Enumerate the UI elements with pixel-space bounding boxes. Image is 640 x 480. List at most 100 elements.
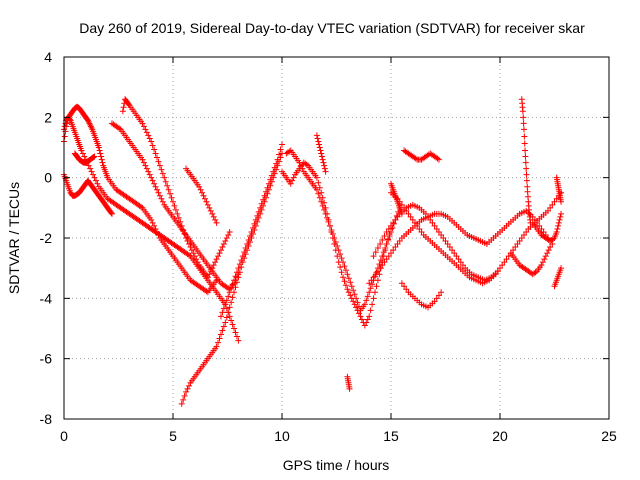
- data-point: [260, 202, 267, 209]
- series-track-9: [178, 150, 285, 407]
- data-point: [390, 247, 397, 254]
- data-point: [235, 265, 242, 272]
- data-point: [342, 282, 349, 289]
- data-point: [540, 228, 547, 235]
- data-point: [385, 237, 392, 244]
- data-point: [232, 284, 239, 291]
- data-point: [156, 162, 163, 169]
- data-point: [229, 281, 236, 288]
- data-point: [364, 293, 371, 300]
- y-tick-label: 4: [44, 49, 52, 65]
- data-point: [318, 153, 325, 160]
- x-tick-label: 0: [60, 428, 68, 444]
- data-point: [206, 204, 213, 211]
- data-point: [409, 216, 416, 223]
- data-point: [358, 316, 365, 323]
- data-point: [321, 206, 328, 213]
- data-point: [204, 201, 211, 208]
- data-point: [435, 156, 442, 163]
- data-point: [158, 166, 165, 173]
- data-point: [353, 295, 360, 302]
- data-point: [289, 177, 296, 184]
- data-point: [125, 101, 132, 108]
- data-point: [403, 286, 410, 293]
- data-point: [229, 294, 236, 301]
- data-point: [453, 253, 460, 260]
- data-point: [98, 153, 105, 160]
- data-point: [347, 292, 354, 299]
- data-point: [236, 269, 243, 276]
- data-point: [87, 165, 94, 172]
- data-point: [264, 190, 271, 197]
- data-point: [161, 174, 168, 181]
- data-point: [520, 120, 527, 127]
- data-point: [139, 120, 146, 127]
- data-point: [331, 235, 338, 241]
- data-point: [372, 289, 379, 296]
- data-point: [521, 140, 528, 147]
- data-point: [168, 194, 175, 201]
- data-point: [361, 301, 368, 308]
- data-point: [317, 147, 324, 154]
- data-point: [405, 210, 412, 217]
- data-point: [165, 186, 172, 193]
- data-point: [539, 259, 546, 266]
- data-point: [222, 238, 229, 245]
- data-point: [544, 207, 551, 214]
- data-point: [204, 274, 211, 281]
- data-point: [219, 244, 226, 251]
- series-track-10: [279, 159, 394, 329]
- data-point: [184, 238, 191, 245]
- data-point: [518, 235, 525, 241]
- data-point: [187, 244, 194, 251]
- data-point: [425, 213, 432, 220]
- data-point: [388, 250, 394, 257]
- data-point: [183, 388, 190, 395]
- data-point: [368, 277, 375, 284]
- data-point: [505, 253, 512, 260]
- data-point: [510, 247, 517, 254]
- data-point: [520, 231, 527, 238]
- data-point: [223, 297, 230, 304]
- y-tick-label: -2: [40, 230, 53, 246]
- data-point: [213, 343, 220, 350]
- data-point: [367, 307, 374, 314]
- data-point: [154, 186, 161, 193]
- data-point: [181, 392, 188, 399]
- data-point: [209, 210, 216, 217]
- data-point: [96, 147, 103, 154]
- data-point: [175, 214, 182, 221]
- data-point: [139, 156, 146, 163]
- data-point: [542, 253, 549, 260]
- data-point: [223, 235, 230, 241]
- data-point: [159, 198, 166, 205]
- data-point: [151, 222, 158, 229]
- data-point: [277, 146, 284, 153]
- data-point: [385, 253, 392, 260]
- data-point: [216, 335, 223, 342]
- series-track-20: [518, 96, 534, 226]
- data-point: [219, 327, 226, 334]
- data-points: [61, 96, 565, 407]
- data-point: [348, 283, 355, 290]
- data-point: [499, 262, 506, 269]
- data-point: [155, 189, 162, 196]
- data-point: [239, 259, 246, 266]
- data-point: [252, 222, 259, 229]
- data-point: [374, 268, 381, 275]
- data-point: [442, 238, 449, 245]
- data-point: [140, 123, 147, 130]
- data-point: [233, 333, 240, 340]
- data-point: [220, 241, 227, 248]
- data-point: [350, 287, 357, 294]
- y-tick-label: -8: [40, 411, 53, 427]
- data-point: [364, 316, 371, 323]
- data-point: [524, 188, 531, 195]
- data-point: [372, 249, 379, 256]
- data-point: [435, 292, 442, 299]
- data-point: [541, 256, 548, 263]
- data-point: [431, 298, 438, 305]
- x-axis-title: GPS time / hours: [283, 457, 390, 473]
- data-point: [232, 329, 239, 336]
- data-point: [185, 382, 192, 389]
